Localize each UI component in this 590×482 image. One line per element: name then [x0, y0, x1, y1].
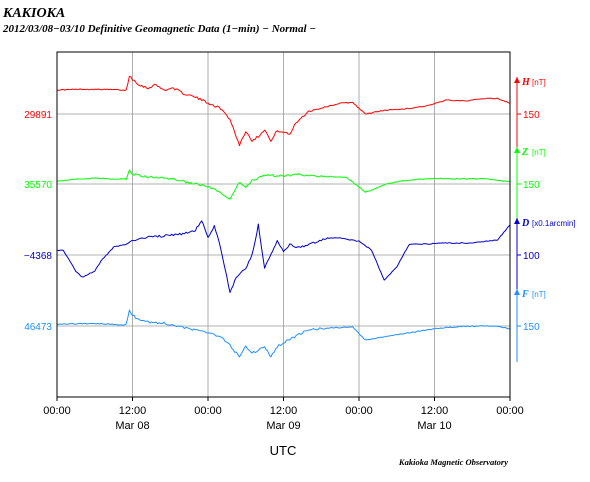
channel-unit-d: [x0.1arcmin] [532, 219, 576, 228]
x-tick-label: 00:00 [194, 405, 222, 417]
x-axis-label: UTC [270, 443, 297, 458]
baseline-labels: 29891 35570 −4368 46473 [24, 110, 53, 333]
channel-name-d: D [521, 218, 529, 229]
channel-unit-f: [nT] [532, 290, 546, 299]
x-date-label: Mar 08 [115, 420, 149, 432]
channel-unit-z: [nT] [532, 148, 546, 157]
series-line-f [56, 309, 511, 358]
scale-label-h: 150 [523, 110, 540, 121]
x-tick-label: 00:00 [496, 405, 524, 417]
baseline-label-h: 29891 [24, 110, 52, 121]
x-date-label: Mar 10 [417, 420, 451, 432]
scale-label-f: 150 [523, 322, 540, 333]
series-line-d [56, 220, 511, 293]
scale-arrow-icon [514, 77, 520, 83]
plot-area [56, 51, 511, 398]
x-tick-label: 00:00 [345, 405, 373, 417]
chart-subtitle: 2012/03/08−03/10 Definitive Geomagnetic … [2, 23, 316, 35]
channel-name-z: Z [521, 147, 528, 158]
x-tick-label: 00:00 [43, 405, 71, 417]
channel-name-h: H [521, 77, 531, 88]
baseline-label-z: 35570 [24, 180, 52, 191]
channel-name-f: F [521, 289, 529, 300]
scale-arrow-icon [514, 289, 520, 295]
channel-unit-h: [nT] [532, 78, 546, 87]
scale-arrow-icon [514, 147, 520, 153]
station-title: KAKIOKA [2, 6, 65, 21]
baseline-label-f: 46473 [24, 322, 52, 333]
scale-label-d: 100 [523, 251, 540, 262]
series-line-z [56, 169, 511, 200]
observatory-credit: Kakioka Magnetic Observatory [398, 457, 508, 467]
x-tick-label: 12:00 [270, 405, 298, 417]
x-tick-label: 12:00 [421, 405, 449, 417]
x-date-label: Mar 09 [266, 420, 300, 432]
series-line-h [56, 75, 511, 147]
grid [57, 52, 510, 397]
time-axis: 00:00 12:00 Mar 08 00:00 12:00 Mar 09 00:00 12:… [43, 397, 524, 432]
scale-arrow-icon [514, 218, 520, 224]
series-lines [56, 75, 511, 358]
scale-label-z: 150 [523, 180, 540, 191]
x-tick-label: 12:00 [119, 405, 147, 417]
baseline-label-d: −4368 [24, 251, 53, 262]
